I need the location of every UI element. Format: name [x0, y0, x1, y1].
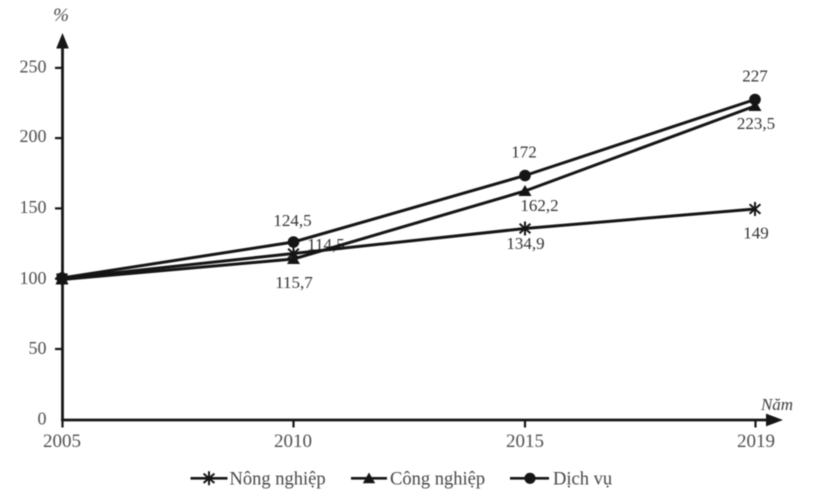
- svg-text:100: 100: [20, 268, 47, 288]
- svg-text:162,2: 162,2: [520, 196, 558, 215]
- svg-text:0: 0: [38, 409, 47, 429]
- svg-text:134,9: 134,9: [506, 234, 544, 253]
- svg-text:Nông nghiệp: Nông nghiệp: [230, 470, 326, 490]
- svg-text:2005: 2005: [43, 431, 81, 452]
- svg-text:124,5: 124,5: [273, 211, 311, 230]
- svg-text:115,7: 115,7: [275, 273, 313, 292]
- svg-text:223,5: 223,5: [737, 114, 775, 133]
- svg-text:2010: 2010: [274, 431, 312, 452]
- svg-text:149: 149: [743, 224, 769, 243]
- svg-text:172: 172: [511, 143, 537, 162]
- svg-text:150: 150: [20, 197, 47, 217]
- svg-text:Công nghiệp: Công nghiệp: [390, 470, 485, 490]
- svg-text:%: %: [53, 5, 69, 26]
- svg-text:2019: 2019: [737, 431, 775, 452]
- svg-text:200: 200: [20, 126, 47, 146]
- svg-text:2015: 2015: [506, 431, 544, 452]
- svg-text:Năm: Năm: [760, 395, 793, 414]
- svg-text:50: 50: [29, 338, 47, 358]
- svg-text:Dịch vụ: Dịch vụ: [553, 470, 612, 490]
- svg-text:250: 250: [20, 56, 47, 76]
- svg-text:227: 227: [742, 67, 768, 86]
